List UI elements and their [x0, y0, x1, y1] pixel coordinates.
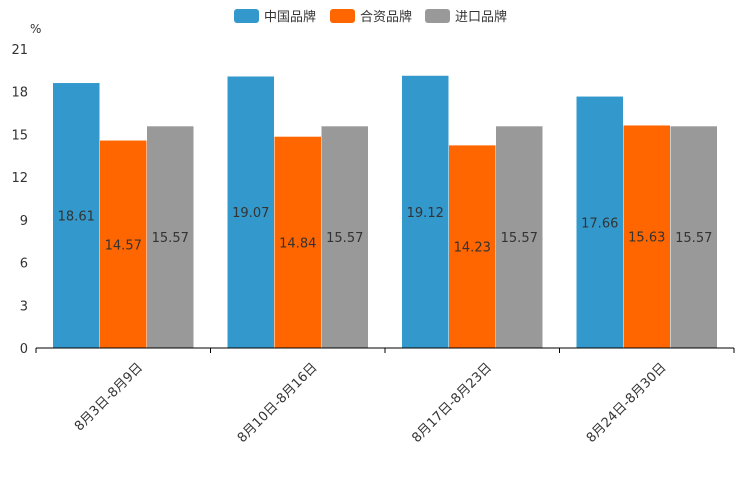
data-label: 17.66	[581, 216, 618, 231]
legend-label[interactable]: 中国品牌	[264, 9, 316, 25]
data-label: 15.57	[675, 231, 712, 246]
data-label: 15.57	[326, 231, 363, 246]
bars: 18.61 14.57 15.57 19.07 14.84 15.57 19.12 14.23…	[53, 75, 718, 349]
legend: 中国品牌 合资品牌 进口品牌	[234, 9, 507, 25]
bar[interactable]	[227, 76, 275, 348]
bar[interactable]	[274, 136, 322, 348]
y-axis: 0 3 6 9 12 15 18 21	[11, 43, 28, 357]
bar[interactable]	[100, 140, 147, 348]
data-label: 19.07	[232, 206, 269, 221]
data-label: 14.23	[454, 241, 491, 256]
y-tick-label: 12	[11, 171, 28, 186]
y-axis-unit: %	[30, 22, 41, 36]
data-label: 14.57	[105, 238, 142, 253]
data-label: 15.63	[628, 231, 665, 246]
data-label: 18.61	[58, 210, 95, 225]
x-category-label: 8月10日-8月16日	[235, 360, 321, 446]
y-tick-label: 9	[20, 214, 28, 229]
y-tick-label: 15	[11, 128, 28, 143]
y-tick-label: 3	[20, 299, 28, 314]
bar[interactable]	[53, 83, 100, 348]
legend-swatch[interactable]	[234, 9, 259, 23]
legend-swatch[interactable]	[425, 9, 450, 23]
legend-label[interactable]: 进口品牌	[455, 9, 507, 25]
bar[interactable]	[576, 96, 624, 348]
y-tick-label: 21	[11, 43, 28, 58]
y-tick-label: 6	[20, 257, 28, 272]
data-label: 15.57	[152, 231, 189, 246]
bar[interactable]	[496, 126, 543, 348]
y-tick-label: 18	[11, 86, 28, 101]
y-tick-label: 0	[20, 342, 28, 357]
legend-label[interactable]: 合资品牌	[360, 9, 412, 25]
bar[interactable]	[670, 126, 718, 348]
data-label: 15.57	[501, 231, 538, 246]
data-label: 14.84	[279, 236, 316, 251]
bar[interactable]	[402, 75, 449, 349]
bar[interactable]	[147, 126, 194, 348]
bar[interactable]	[321, 126, 369, 348]
x-category-label: 8月24日-8月30日	[584, 360, 670, 446]
x-axis: 8月3日-8月9日 8月10日-8月16日 8月17日-8月23日 8月24日-8月3…	[35, 347, 735, 446]
data-label: 19.12	[407, 206, 444, 221]
legend-swatch[interactable]	[330, 9, 355, 23]
x-category-label: 8月3日-8月9日	[72, 360, 146, 434]
bar[interactable]	[623, 125, 671, 348]
bar[interactable]	[449, 145, 496, 348]
x-category-label: 8月17日-8月23日	[409, 360, 495, 446]
